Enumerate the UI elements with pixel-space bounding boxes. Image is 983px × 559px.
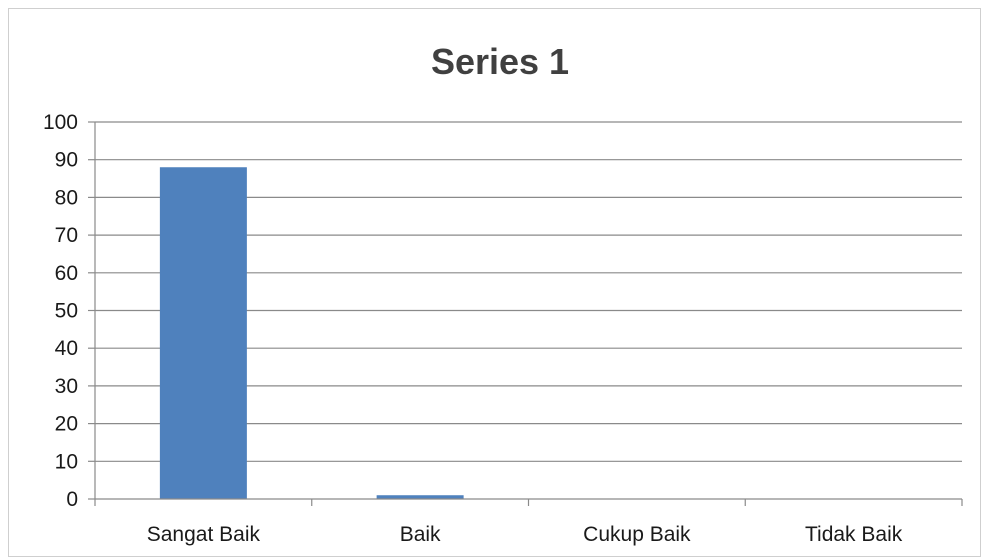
chart-title: Series 1 (431, 41, 569, 82)
y-tick-label: 20 (55, 413, 78, 436)
x-axis-category-labels: Sangat Baik Baik Cukup Baik Tidak Baik (147, 523, 903, 546)
x-category-label: Sangat Baik (147, 523, 261, 546)
y-tick-label: 100 (43, 111, 78, 134)
bar-baik (376, 495, 464, 499)
y-tick-label: 10 (55, 450, 78, 473)
bars (159, 167, 464, 500)
x-category-label: Tidak Baik (805, 523, 903, 546)
y-tick-label: 60 (55, 262, 78, 285)
y-axis-tick-labels: 0 10 20 30 40 50 60 70 80 90 100 (43, 111, 78, 511)
x-category-label: Cukup Baik (583, 523, 691, 546)
y-tick-label: 30 (55, 375, 78, 398)
y-tick-label: 40 (55, 337, 78, 360)
y-tick-label: 0 (66, 488, 78, 511)
y-tick-label: 70 (55, 224, 78, 247)
x-category-label: Baik (400, 523, 441, 546)
axes (88, 121, 963, 506)
bar-sangat-baik (159, 167, 247, 500)
y-tick-label: 50 (55, 300, 78, 323)
y-tick-label: 80 (55, 186, 78, 209)
y-tick-label: 90 (55, 149, 78, 172)
